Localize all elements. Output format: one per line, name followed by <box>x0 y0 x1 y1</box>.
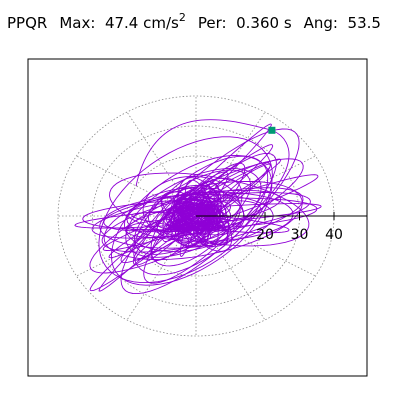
orbit-loop <box>120 128 300 295</box>
orbit-loop <box>103 180 303 261</box>
orbit-loop <box>131 212 290 234</box>
orbit-loop <box>134 163 271 261</box>
angle-value: 53.5 <box>347 14 381 32</box>
orbit-loop <box>155 199 218 230</box>
orbit-loop <box>109 172 310 247</box>
chart-header: PPQR Max: 47.4 cm/s2 Per: 0.360 s Ang: 53.5 <box>7 12 381 32</box>
orbit-loop <box>126 191 294 242</box>
station-name: PPQR <box>7 14 48 32</box>
period-value: 0.360 s <box>236 14 292 32</box>
max-label: Max: <box>59 14 96 32</box>
orbit-loop <box>142 176 241 242</box>
grid-spoke-30 <box>225 155 316 202</box>
orbit-loop <box>182 201 199 221</box>
grid-spoke-210 <box>76 230 167 277</box>
grid-spoke-120 <box>126 111 180 191</box>
tick-label-30: 30 <box>291 227 309 243</box>
orbit-loop <box>98 136 273 284</box>
orbit-loop <box>82 197 318 231</box>
period-label: Per: <box>197 14 227 32</box>
orbit-loop <box>133 155 269 276</box>
grid-spoke-300 <box>212 241 266 321</box>
plot-frame <box>27 58 368 377</box>
orbit-loop <box>74 203 322 229</box>
orbit-loop <box>98 123 272 292</box>
grid-spoke-60 <box>212 111 266 191</box>
orbit-loop <box>184 179 219 248</box>
orbit-trace <box>74 119 322 295</box>
tick-label-20: 20 <box>256 227 274 243</box>
max-value: 47.4 cm/s <box>104 14 179 32</box>
tick-label-40: 40 <box>325 227 343 243</box>
orbit-loop <box>89 144 274 292</box>
orbit-end-marker <box>268 126 276 134</box>
grid-spoke-150 <box>76 155 167 202</box>
orbit-core <box>163 203 228 232</box>
orbit-loop <box>108 158 282 259</box>
orbit-loop <box>143 152 277 284</box>
radial-axis <box>196 212 367 220</box>
grid-spoke-240 <box>126 241 180 321</box>
radial-tick-labels: 20 30 40 <box>256 227 343 243</box>
orbit-loop <box>91 192 311 239</box>
grid-spoke-330 <box>225 230 316 277</box>
angle-label: Ang: <box>303 14 338 32</box>
max-exponent: 2 <box>178 11 186 24</box>
